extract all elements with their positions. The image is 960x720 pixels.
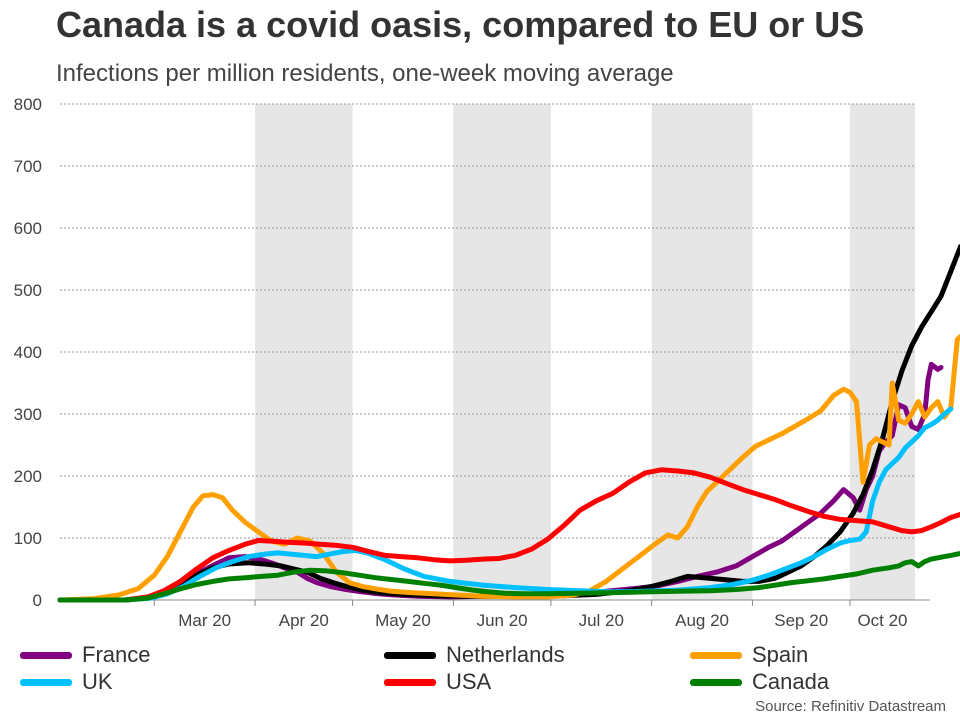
legend-swatch-netherlands <box>384 651 436 659</box>
y-tick-label-8: 800 <box>14 95 42 114</box>
y-tick-label-3: 300 <box>14 405 42 424</box>
y-tick-label-4: 400 <box>14 343 42 362</box>
legend-item-uk: UK <box>20 669 113 695</box>
y-tick-label-0: 0 <box>33 591 42 610</box>
x-tick-label-3: Jun 20 <box>477 611 528 630</box>
series-line-netherlands <box>57 244 960 603</box>
x-tick-label-1: Apr 20 <box>279 611 329 630</box>
legend-item-canada: Canada <box>690 669 829 695</box>
legend-label-canada: Canada <box>752 669 830 694</box>
series-line-usa <box>57 467 960 603</box>
legend-label-netherlands: Netherlands <box>446 642 565 667</box>
legend-swatch-uk <box>20 678 72 686</box>
legend-item-usa: USA <box>384 669 491 695</box>
x-tick-label-7: Oct 20 <box>857 611 907 630</box>
source-note: Source: Refinitiv Datastream <box>755 698 946 715</box>
legend-swatch-france <box>20 651 72 659</box>
y-tick-label-5: 500 <box>14 281 42 300</box>
chart-legend: France Netherlands Spain UK USA Canada <box>0 640 960 696</box>
y-tick-label-1: 100 <box>14 529 42 548</box>
x-tick-label-6: Sep 20 <box>774 611 828 630</box>
chart-subtitle: Infections per million residents, one-we… <box>56 60 674 87</box>
x-tick-label-4: Jul 20 <box>579 611 624 630</box>
legend-item-spain: Spain <box>690 642 808 668</box>
legend-label-usa: USA <box>446 669 492 694</box>
y-tick-label-6: 600 <box>14 219 42 238</box>
legend-item-netherlands: Netherlands <box>384 642 565 668</box>
legend-label-france: France <box>82 642 151 667</box>
series-line-spain <box>57 333 960 603</box>
legend-swatch-canada <box>690 678 742 686</box>
series-line-canada <box>57 551 960 603</box>
legend-item-france: France <box>20 642 150 668</box>
legend-label-spain: Spain <box>752 642 809 667</box>
y-tick-label-2: 200 <box>14 467 42 486</box>
line-chart: 0 100 200 300 400 500 600 700 800 Mar 20 Apr 20 May… <box>14 95 960 630</box>
x-tick-label-2: May 20 <box>375 611 431 630</box>
legend-label-uk: UK <box>82 669 113 694</box>
y-tick-label-7: 700 <box>14 157 42 176</box>
x-tick-label-0: Mar 20 <box>178 611 231 630</box>
legend-swatch-usa <box>384 678 436 686</box>
legend-swatch-spain <box>690 651 742 659</box>
x-tick-label-5: Aug 20 <box>675 611 729 630</box>
chart-title: Canada is a covid oasis, compared to EU … <box>56 4 865 45</box>
